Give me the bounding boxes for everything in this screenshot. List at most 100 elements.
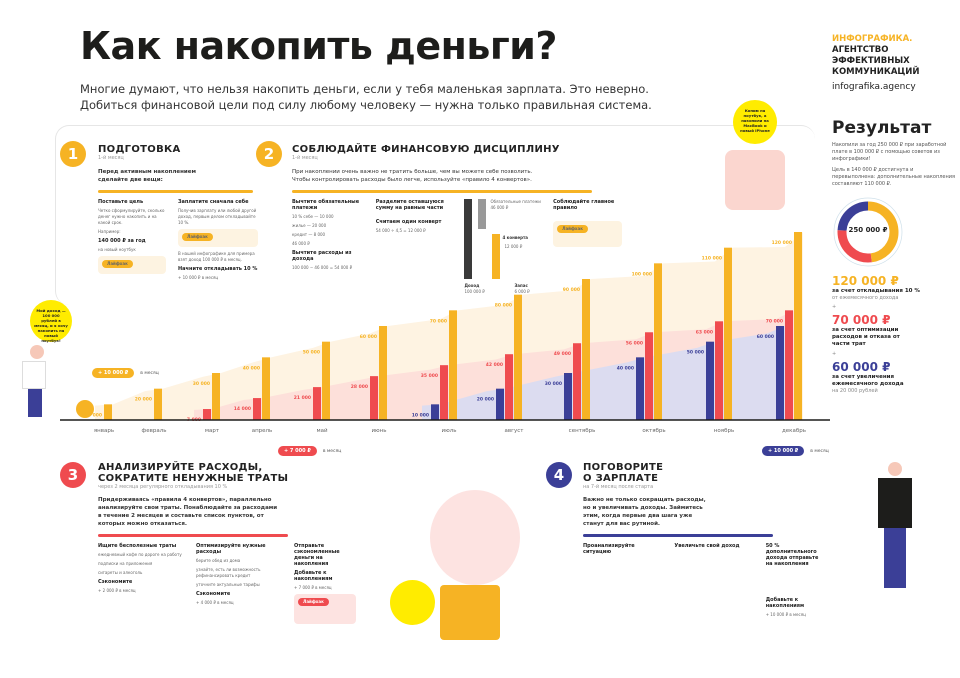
step-1-title: ПОДГОТОВКА — [98, 144, 181, 155]
step-3-divider — [98, 534, 288, 537]
data-label: 56 000 — [626, 340, 643, 346]
bar-август — [514, 294, 522, 420]
add-title: Добавьте к накоплениям — [294, 570, 333, 582]
data-label: 28 000 — [351, 384, 368, 390]
data-label: 60 000 — [757, 334, 774, 340]
subtract-title: Вычтите расходы из дохода — [292, 250, 352, 262]
logo-line: ИНФОГРАФИКА. — [832, 34, 913, 44]
data-label: 30 000 — [193, 381, 210, 387]
data-label: 70 000 — [766, 318, 783, 324]
goal-title: Поставьте цель — [98, 199, 144, 205]
donut-slice — [837, 201, 869, 231]
split-title: Разделите оставшуюся сумму на равные час… — [375, 199, 444, 211]
bar-декабрь — [794, 232, 802, 420]
diagram-label: Доход — [464, 283, 480, 288]
donut-slice — [867, 201, 899, 263]
goal-text: Четко сформулируйте, сколько денег нужно… — [98, 208, 165, 225]
step-3-title: АНАЛИЗИРУЙТЕ РАСХОДЫ, — [98, 462, 263, 473]
month-label: апрель — [251, 428, 273, 434]
bar-январь — [104, 404, 112, 420]
flow-step-4: + 10 000 ₽ в месяц — [762, 446, 829, 456]
bar-ноябрь — [706, 341, 714, 420]
step-2-title: СОБЛЮДАЙТЕ ФИНАНСОВУЮ ДИСЦИПЛИНУ — [292, 144, 560, 155]
flow-amount: + 7 000 ₽ — [278, 446, 317, 456]
result-title: Результат — [832, 118, 932, 138]
result-text: Цель в 140 000 ₽ достигнута и перевыполн… — [832, 167, 956, 187]
step-4-badge: 4 — [546, 462, 572, 488]
data-label: 60 000 — [360, 334, 377, 340]
bar-март — [212, 373, 220, 420]
pay-yourself-title: Заплатите сначала себе — [178, 199, 249, 205]
result-panel: Результат Накопили за год 250 000 ₽ при … — [832, 118, 957, 394]
step-3: АНАЛИЗИРУЙТЕ РАСХОДЫ, СОКРАТИТЕ НЕНУЖНЫЕ… — [98, 462, 358, 624]
action-title: Начните откладывать 10 % — [178, 265, 258, 272]
month-label: ноябрь — [713, 428, 735, 434]
bar-октябрь — [654, 263, 662, 420]
data-label: 80 000 — [495, 303, 512, 309]
month-label: октябрь — [642, 428, 666, 434]
goal-note: на новый ноутбук — [98, 247, 136, 252]
add-value: + 10 000 ₽ в месяц — [765, 612, 806, 617]
bar-сентябрь — [573, 343, 581, 420]
step-4-title: ПОГОВОРИТЕ — [583, 462, 664, 473]
bar-апрель — [262, 357, 270, 420]
envelopes-bar — [492, 234, 501, 279]
safe-icon — [440, 585, 500, 640]
envelope-formula: 54 000 ÷ 4,5 = 12 000 ₽ — [375, 228, 426, 233]
send-savings-title: Отправьте сэкономленные деньги на накопл… — [294, 543, 340, 567]
month-label: декабрь — [781, 428, 807, 434]
plus-sign: + — [832, 304, 837, 310]
envelope-title: Считаем один конверт — [375, 219, 442, 225]
month-label: август — [504, 428, 524, 434]
pay-yourself-text: Получив зарплату или любой другой доход,… — [178, 208, 257, 225]
data-label: 20 000 — [477, 397, 494, 403]
goal-example: Например: — [98, 229, 121, 234]
step-4-divider — [583, 534, 773, 537]
flow-unit: в месяц — [322, 448, 342, 454]
month-label: июнь — [371, 428, 387, 434]
data-label: 63 000 — [696, 329, 713, 335]
mandatory-bar — [478, 199, 487, 229]
data-label: 120 000 — [772, 240, 792, 246]
step-3-title: СОКРАТИТЕ НЕНУЖНЫЕ ТРАТЫ — [98, 473, 289, 484]
agency-url[interactable]: infografika.agency — [832, 82, 916, 92]
data-label: 110 000 — [702, 256, 722, 262]
useless-title: Ищите бесполезные траты — [98, 543, 177, 549]
bar-февраль — [154, 388, 162, 420]
action-value: + 10 000 ₽ в месяц — [178, 274, 219, 280]
mandatory-sum: 46 000 ₽ — [292, 241, 310, 246]
data-label: 49 000 — [554, 351, 571, 357]
list-item: сигареты и алкоголь — [98, 570, 143, 575]
bar-июль — [449, 310, 457, 420]
tip-label: Лайфхак — [557, 225, 588, 233]
diagram-value: 12 000 ₽ — [504, 244, 523, 249]
tip-label: Лайфхак — [182, 233, 213, 241]
step-2-badge: 2 — [256, 141, 282, 167]
logo-line: АГЕНТСТВО — [832, 45, 889, 55]
donut-chart — [833, 197, 903, 267]
step-4: ПОГОВОРИТЕ О ЗАРПЛАТЕ на 7-й месяц после… — [583, 462, 823, 621]
income-bar — [464, 199, 473, 279]
data-label: 42 000 — [486, 362, 503, 368]
result-label: за счет увеличения ежемесячного дохода — [832, 374, 904, 387]
step-2: СОБЛЮДАЙТЕ ФИНАНСОВУЮ ДИСЦИПЛИНУ 1-й мес… — [292, 144, 622, 299]
list-item: подписки на приложения — [98, 561, 153, 566]
result-note: на 20 000 рублей — [832, 388, 878, 394]
step-1-divider — [98, 190, 253, 193]
result-text: Накопили за год 250 000 ₽ при заработной… — [832, 142, 947, 162]
flow-step-1: + 10 000 ₽ в месяц — [92, 368, 159, 378]
save-value: + 4 000 ₽ в месяц — [196, 600, 234, 605]
step-1-period: 1-й месяц — [98, 155, 124, 161]
list-item: узнайте, есть ли возможность рефинансиро… — [196, 567, 261, 578]
optimize-title: Оптимизируйте нужные расходы — [196, 543, 266, 555]
flow-unit: в месяц — [140, 370, 159, 376]
bar-декабрь — [785, 310, 793, 420]
bar-сентябрь — [582, 279, 590, 420]
data-label: 20 000 — [135, 397, 152, 403]
data-label: 90 000 — [563, 287, 580, 293]
step-2-lead: Чтобы контролировать расходы было легче,… — [292, 177, 532, 183]
month-label: июль — [441, 428, 457, 434]
subtract-formula: 100 000 − 46 000 = 54 000 ₽ — [292, 265, 353, 270]
bar-октябрь — [645, 332, 653, 420]
